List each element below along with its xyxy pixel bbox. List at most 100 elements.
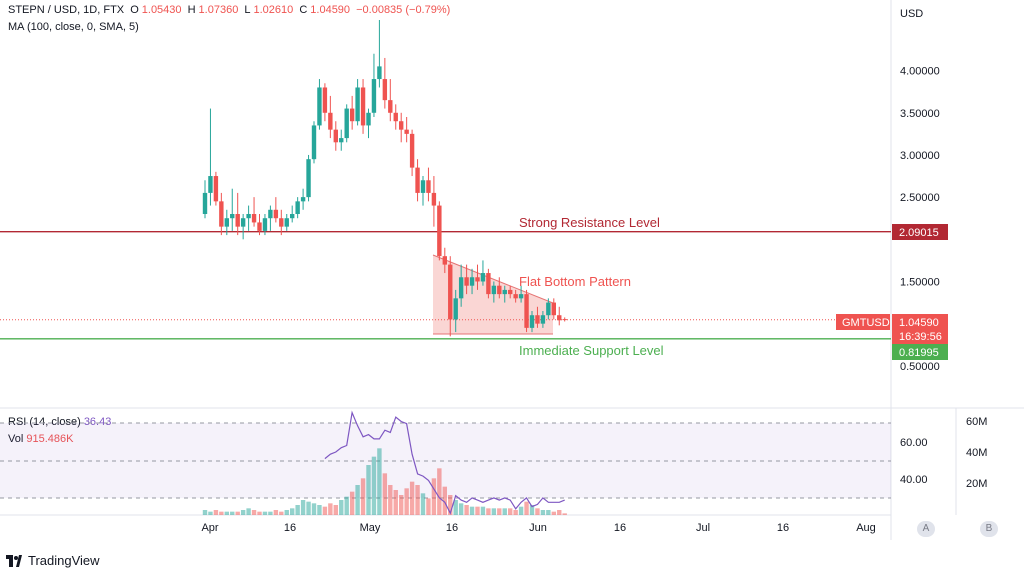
volume-bar — [224, 511, 229, 515]
volume-bar — [235, 511, 240, 515]
volume-bar — [306, 501, 311, 515]
volume-bar — [371, 456, 377, 515]
candle-body — [546, 302, 551, 316]
candle-body — [551, 302, 556, 316]
volume-bar — [486, 508, 491, 515]
candle-body — [393, 112, 398, 122]
time-tick-label: Jul — [696, 522, 710, 534]
volume-bar — [317, 505, 322, 515]
rsi-tick-40: 40.00 — [900, 474, 928, 486]
price-axis-ticks[interactable]: 4.00000 3.50000 3.00000 2.50000 1.50000 0.500… — [900, 66, 940, 373]
volume-bar — [328, 503, 333, 515]
support-price-label: 0.81995 — [899, 347, 939, 359]
candle-body — [317, 87, 322, 126]
volume-bar — [208, 511, 213, 515]
candle-body — [475, 277, 480, 282]
log-scale-button[interactable]: B — [980, 521, 998, 537]
candle-body — [251, 214, 257, 223]
candle-body — [442, 256, 447, 265]
candle-body — [339, 138, 344, 143]
vol-tick-20m: 20M — [966, 478, 987, 490]
candle-body — [540, 315, 546, 324]
volume-bar — [251, 510, 257, 515]
volume-bar — [409, 481, 415, 515]
volume-bar — [469, 506, 475, 515]
close-label: C — [299, 4, 308, 16]
volume-bar — [311, 503, 317, 515]
candle-body — [448, 264, 453, 320]
volume-bar — [518, 506, 524, 515]
candle-body — [219, 201, 224, 227]
candle-body — [311, 125, 317, 160]
candle-body — [290, 214, 295, 219]
candle-body — [306, 159, 311, 198]
price-tick-label: 3.50000 — [900, 108, 940, 120]
candle-body — [409, 133, 415, 168]
resistance-annotation: Strong Resistance Level — [519, 215, 660, 230]
candle-body — [458, 277, 464, 299]
volume-bar — [502, 508, 507, 515]
volume-bar — [475, 506, 480, 515]
resistance-price-label: 2.09015 — [899, 227, 939, 239]
volume-bar — [393, 490, 398, 515]
volume-bar — [262, 511, 268, 515]
candle-body — [437, 205, 442, 257]
candle-body — [453, 298, 458, 320]
candle-body — [366, 112, 371, 126]
high-value: 1.07360 — [198, 4, 239, 16]
volume-series — [202, 448, 567, 515]
support-annotation: Immediate Support Level — [519, 343, 664, 358]
volume-bar — [464, 505, 469, 515]
volume-bar — [448, 495, 453, 515]
volume-bar — [366, 465, 371, 515]
volume-bar — [202, 510, 208, 515]
candle-body — [360, 87, 366, 126]
time-tick-label: Aug — [856, 522, 876, 534]
volume-bar — [290, 508, 295, 515]
candle-body — [420, 180, 426, 193]
time-tick-label: 16 — [777, 522, 789, 534]
vol-tick-60m: 60M — [966, 416, 987, 428]
candle-body — [562, 319, 567, 321]
volume-bar — [557, 510, 562, 515]
symbol-label: STEPN / USD, 1D, FTX — [8, 4, 125, 16]
auto-scale-button[interactable]: A — [917, 521, 935, 537]
volume-bar — [322, 506, 328, 515]
volume-bar — [273, 510, 279, 515]
candle-body — [230, 214, 235, 219]
candle-body — [377, 66, 382, 80]
candle-body — [415, 167, 420, 193]
open-value: 1.05430 — [141, 4, 182, 16]
change-value: −0.00835 (−0.79%) — [356, 4, 451, 16]
time-axis-ticks[interactable]: Apr 16 May 16 Jun 16 Jul 16 Aug — [201, 522, 875, 534]
candle-body — [333, 129, 338, 143]
candle-body — [426, 180, 431, 193]
volume-label: Vol — [8, 433, 24, 445]
candle-body — [295, 201, 300, 214]
volume-bar — [431, 478, 437, 515]
candle-body — [268, 209, 273, 219]
volume-bar — [349, 491, 355, 515]
candle-body — [262, 218, 268, 231]
countdown-label: 16:39:56 — [899, 331, 942, 343]
resistance-price-badge — [892, 224, 948, 240]
close-value: 1.04590 — [310, 4, 351, 16]
volume-bar — [480, 506, 486, 515]
volume-bar — [279, 511, 284, 515]
rsi-legend: RSI (14, close) 36.43 — [8, 416, 111, 428]
candle-body — [235, 214, 240, 227]
candle-body — [382, 79, 388, 101]
candle-body — [431, 192, 437, 206]
tradingview-branding[interactable]: TradingView — [6, 553, 100, 568]
volume-bar — [404, 488, 409, 515]
volume-bar — [377, 448, 382, 515]
volume-bar — [360, 478, 366, 515]
candle-body — [518, 294, 524, 299]
candle-body — [404, 129, 409, 134]
candle-body — [480, 273, 486, 282]
candle-body — [535, 315, 540, 324]
candle-body — [508, 289, 513, 295]
rsi-tick-60: 60.00 — [900, 437, 928, 449]
time-tick-label: 16 — [614, 522, 626, 534]
